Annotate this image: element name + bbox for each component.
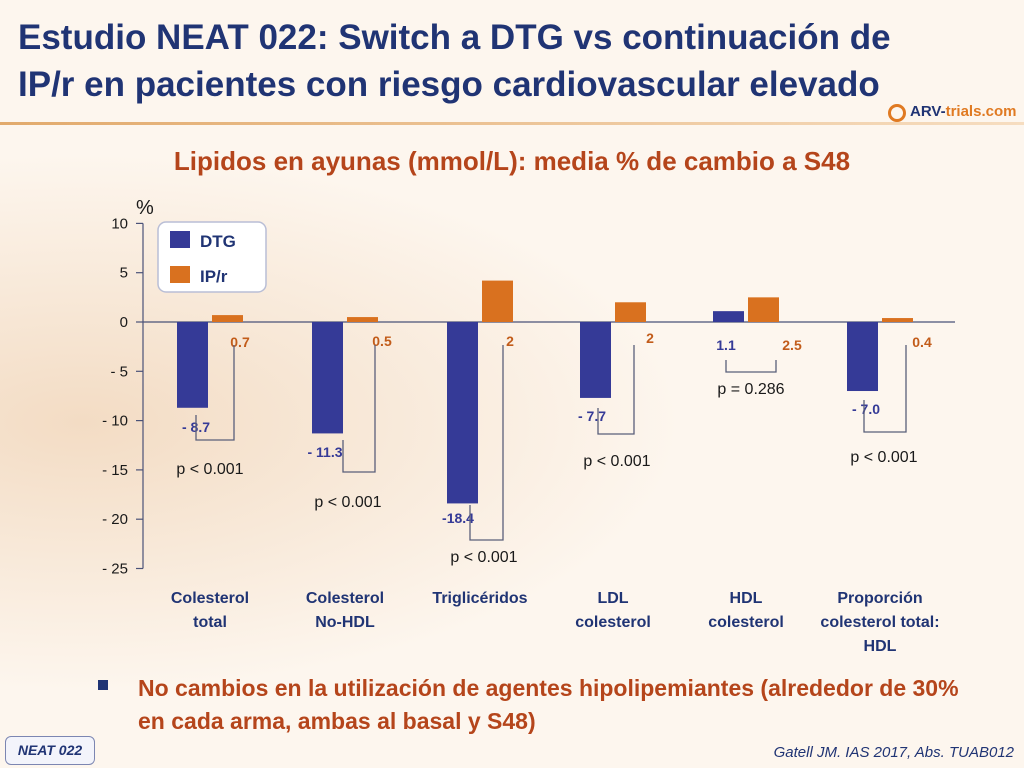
- legend-label-ipr: IP/r: [200, 267, 228, 286]
- pvalue-label: p < 0.001: [583, 453, 650, 470]
- pvalue-label: p < 0.001: [314, 494, 381, 511]
- bar-dtg: [580, 322, 611, 398]
- logo-mark-icon: [888, 104, 906, 122]
- y-tick-label: - 15: [102, 462, 128, 479]
- data-label-dtg: - 11.3: [307, 444, 342, 460]
- data-label-ipr: 2.5: [782, 337, 802, 353]
- x-category-label: HDL: [730, 590, 763, 607]
- title-divider: [0, 122, 1024, 125]
- bullet-icon: [98, 680, 108, 690]
- data-label-dtg: - 7.0: [852, 401, 880, 417]
- pvalue-label: p < 0.001: [850, 449, 917, 466]
- bar-ipr: [347, 317, 378, 322]
- bar-ipr: [615, 302, 646, 322]
- bar-dtg: [847, 322, 878, 392]
- x-category-label: Triglicéridos: [432, 590, 527, 607]
- data-label-ipr: 0.5: [372, 333, 392, 349]
- y-tick-label: - 10: [102, 413, 128, 430]
- bullet-note: No cambios en la utilización de agentes …: [138, 675, 959, 734]
- chart-subtitle: Lipidos en ayunas (mmol/L): media % de c…: [173, 146, 851, 176]
- pvalue-label: p < 0.001: [176, 461, 243, 478]
- pvalue-bracket: [597, 345, 635, 435]
- data-label-ipr: 0.4: [912, 334, 932, 350]
- pvalue-label: p < 0.001: [450, 549, 517, 566]
- x-category-label: colesterol: [575, 614, 651, 631]
- y-tick-label: - 5: [110, 363, 128, 380]
- data-label-dtg: 1.1: [716, 337, 736, 353]
- bar-dtg: [312, 322, 343, 434]
- pvalue-bracket: [342, 345, 376, 473]
- y-axis-label: %: [136, 197, 154, 219]
- data-label-dtg: -18.4: [442, 510, 474, 526]
- bar-ipr: [212, 315, 243, 322]
- pvalue-bracket: [725, 360, 777, 373]
- study-tag: NEAT 022: [5, 736, 95, 765]
- y-tick-label: - 20: [102, 511, 128, 528]
- logo-text-main: ARV-: [910, 103, 946, 120]
- pvalue-bracket: [863, 345, 907, 433]
- logo-text: ARV-trials.com: [910, 103, 1016, 120]
- x-category-label: LDL: [597, 590, 628, 607]
- data-label-ipr: 0.7: [230, 334, 250, 350]
- legend-swatch-dtg: [170, 231, 190, 248]
- citation: Gatell JM. IAS 2017, Abs. TUAB012: [773, 744, 1014, 761]
- x-category-label: Colesterol: [306, 590, 384, 607]
- bar-dtg: [447, 322, 478, 504]
- data-label-ipr: 2: [506, 333, 514, 349]
- pvalue-label: p = 0.286: [717, 381, 784, 398]
- x-category-label: total: [193, 614, 227, 631]
- page-title: Estudio NEAT 022: Switch a DTG vs contin…: [18, 18, 891, 104]
- y-tick-label: - 25: [102, 561, 128, 578]
- bar-dtg: [177, 322, 208, 408]
- x-category-label: colesterol total:: [820, 614, 939, 631]
- bar-ipr: [748, 297, 779, 322]
- y-tick-label: 5: [120, 265, 128, 282]
- x-category-label: Proporción: [837, 590, 922, 607]
- x-category-label: HDL: [864, 638, 897, 655]
- y-tick-label: 10: [111, 215, 128, 232]
- pvalue-bracket: [469, 345, 504, 541]
- legend-swatch-ipr: [170, 266, 190, 283]
- logo-text-accent: trials: [945, 103, 982, 120]
- y-tick-label: 0: [120, 314, 128, 331]
- x-category-label: Colesterol: [171, 590, 249, 607]
- logo-text-suffix: .com: [981, 103, 1017, 120]
- x-category-label: No-HDL: [315, 614, 375, 631]
- arv-trials-logo: ARV-trials.com: [888, 98, 1020, 128]
- data-label-ipr: 2: [646, 330, 654, 346]
- pvalue-bracket: [195, 345, 235, 441]
- x-category-label: colesterol: [708, 614, 784, 631]
- data-label-dtg: - 7.7: [578, 408, 606, 424]
- bar-ipr: [882, 318, 913, 322]
- bar-ipr: [482, 280, 513, 322]
- legend-label-dtg: DTG: [200, 232, 236, 251]
- bar-dtg: [713, 311, 744, 322]
